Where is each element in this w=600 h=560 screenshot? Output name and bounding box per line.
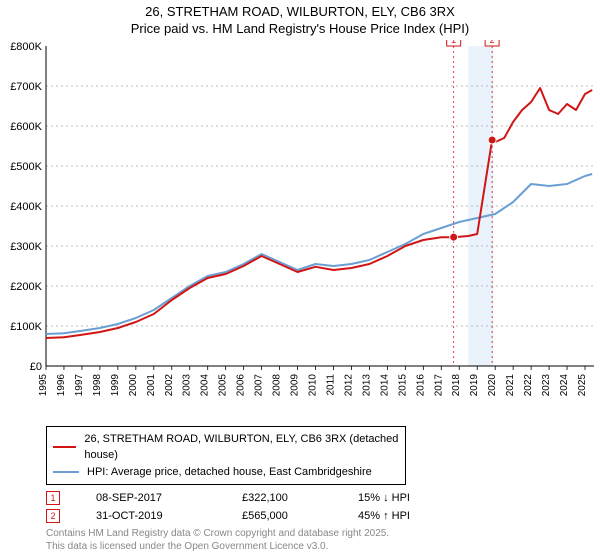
sale-price: £322,100 [242,492,322,504]
svg-text:2014: 2014 [379,373,390,396]
sale-row: 1 08-SEP-2017 £322,100 15% ↓ HPI [46,491,600,505]
svg-text:£300K: £300K [10,241,42,253]
legend-row-hpi: HPI: Average price, detached house, East… [53,464,399,481]
svg-text:2010: 2010 [308,373,319,396]
footer-line-2: This data is licensed under the Open Gov… [46,540,600,553]
sale-marker: 2 [46,509,60,523]
footer-line-1: Contains HM Land Registry data © Crown c… [46,527,600,540]
svg-text:2003: 2003 [182,373,193,396]
svg-text:2006: 2006 [236,373,247,396]
sale-delta: 15% ↓ HPI [358,492,438,504]
svg-text:1996: 1996 [56,373,67,396]
title-line-1: 26, STRETHAM ROAD, WILBURTON, ELY, CB6 3… [0,4,600,21]
svg-text:2023: 2023 [541,373,552,396]
svg-text:2: 2 [490,40,495,45]
svg-text:2011: 2011 [325,373,336,395]
svg-text:2002: 2002 [164,373,175,396]
svg-text:£800K: £800K [10,41,42,53]
svg-text:2000: 2000 [128,373,139,396]
svg-text:2019: 2019 [469,373,480,396]
svg-text:2018: 2018 [451,373,462,396]
sale-marker: 1 [46,491,60,505]
legend-swatch-hpi [53,471,79,473]
svg-text:2008: 2008 [272,373,283,396]
svg-text:2016: 2016 [415,373,426,396]
svg-text:1995: 1995 [38,373,49,396]
line-chart: £0 £100K £200K £300K £400K £500K £600K £700K £80… [0,40,600,420]
svg-text:2015: 2015 [397,373,408,396]
svg-text:2004: 2004 [200,373,211,396]
svg-text:£500K: £500K [10,161,42,173]
footer: Contains HM Land Registry data © Crown c… [46,527,600,553]
svg-text:1998: 1998 [92,373,103,396]
svg-text:2025: 2025 [577,373,588,396]
svg-text:2020: 2020 [487,373,498,396]
svg-text:2007: 2007 [254,373,265,396]
svg-text:2024: 2024 [559,373,570,396]
sale-events: 1 08-SEP-2017 £322,100 15% ↓ HPI 2 31-OCT-201… [46,491,600,523]
svg-text:1: 1 [451,40,456,45]
svg-text:2005: 2005 [218,373,229,396]
legend-label-price-paid: 26, STRETHAM ROAD, WILBURTON, ELY, CB6 3… [84,431,399,464]
legend: 26, STRETHAM ROAD, WILBURTON, ELY, CB6 3… [46,426,406,486]
legend-swatch-price-paid [53,446,76,448]
sale-row: 2 31-OCT-2019 £565,000 45% ↑ HPI [46,509,600,523]
svg-text:1999: 1999 [110,373,121,396]
chart-area: £0 £100K £200K £300K £400K £500K £600K £700K £80… [0,40,600,420]
svg-text:£400K: £400K [10,201,42,213]
chart-title: 26, STRETHAM ROAD, WILBURTON, ELY, CB6 3… [0,0,600,38]
svg-text:2012: 2012 [343,373,354,396]
svg-text:1997: 1997 [74,373,85,396]
svg-text:2017: 2017 [433,373,444,396]
svg-text:£600K: £600K [10,121,42,133]
svg-text:2009: 2009 [290,373,301,396]
sale-delta: 45% ↑ HPI [358,510,438,522]
svg-text:£200K: £200K [10,281,42,293]
svg-text:2022: 2022 [523,373,534,396]
svg-text:£100K: £100K [10,321,42,333]
legend-label-hpi: HPI: Average price, detached house, East… [87,464,372,481]
svg-text:2021: 2021 [505,373,516,396]
legend-row-price-paid: 26, STRETHAM ROAD, WILBURTON, ELY, CB6 3… [53,431,399,464]
svg-text:2013: 2013 [361,373,372,396]
svg-text:2001: 2001 [146,373,157,396]
sale-date: 08-SEP-2017 [96,492,206,504]
title-line-2: Price paid vs. HM Land Registry's House … [0,21,600,38]
svg-text:£700K: £700K [10,81,42,93]
sale-price: £565,000 [242,510,322,522]
svg-text:£0: £0 [30,361,42,373]
sale-date: 31-OCT-2019 [96,510,206,522]
